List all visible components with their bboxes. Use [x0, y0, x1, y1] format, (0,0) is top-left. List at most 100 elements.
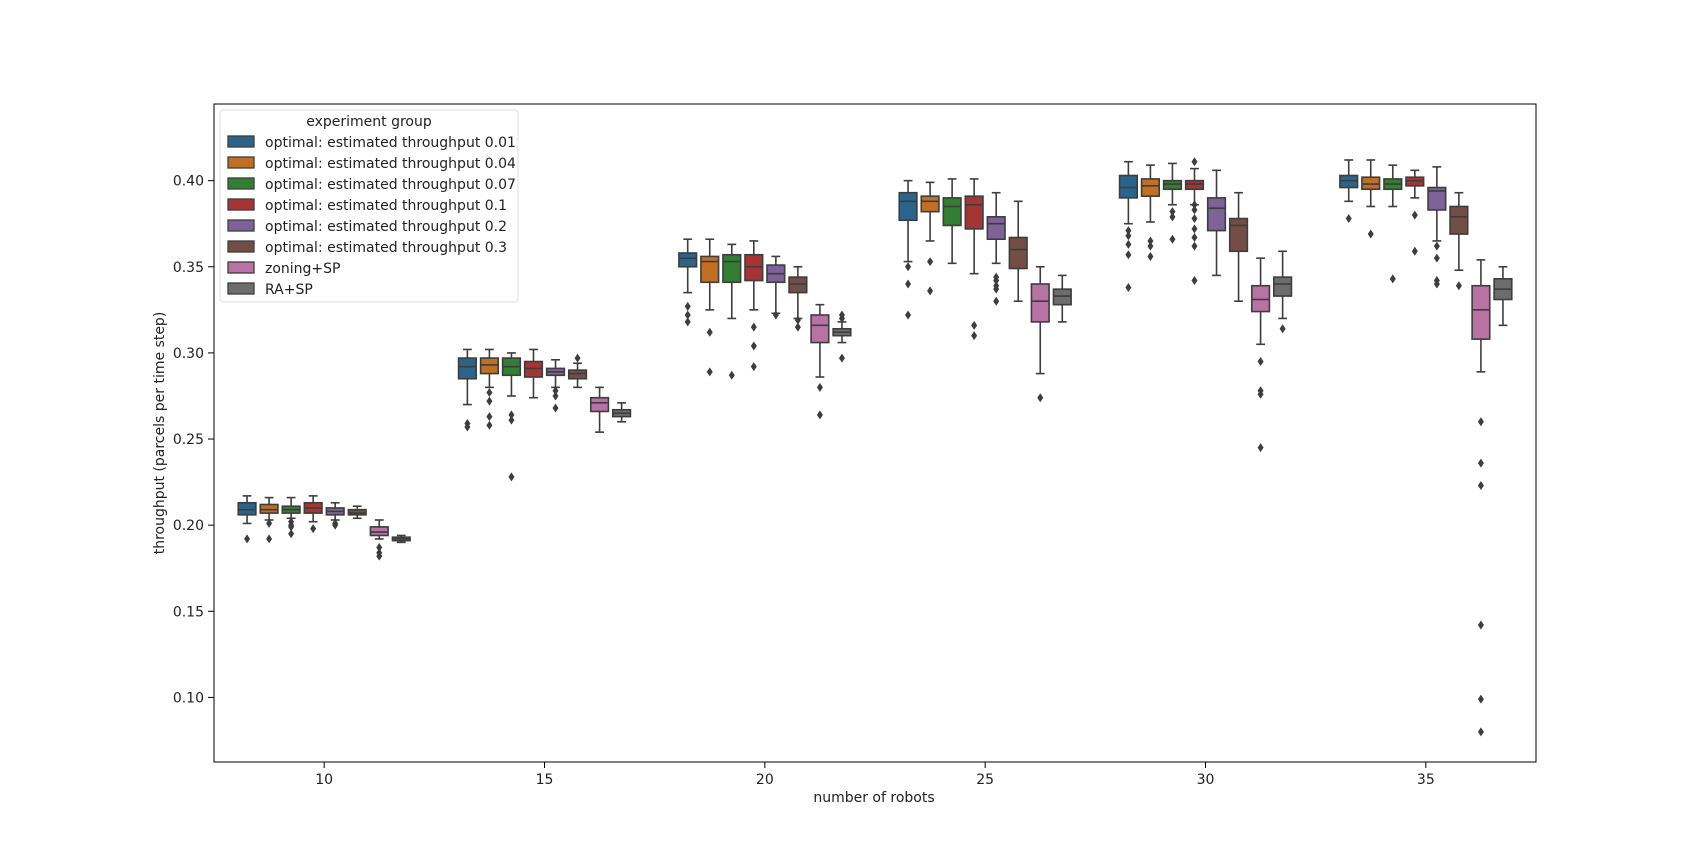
- outlier-point: [552, 386, 559, 396]
- x-axis-label: number of robots: [813, 790, 934, 806]
- outlier-point: [244, 534, 251, 544]
- box: [259, 503, 279, 514]
- outlier-point: [1455, 281, 1462, 291]
- legend-item: optimal: estimated throughput 0.07: [227, 177, 516, 193]
- legend-swatch: [227, 135, 255, 148]
- box-group: [1118, 160, 1138, 292]
- outlier-point: [1169, 234, 1176, 244]
- box: [1339, 174, 1359, 189]
- outlier-point: [376, 548, 383, 558]
- legend-item: RA+SP: [227, 282, 313, 298]
- box: [1471, 284, 1491, 340]
- box: [1361, 176, 1381, 191]
- box-group: [1273, 250, 1293, 334]
- x-tick-label: 25: [976, 772, 994, 788]
- box-group: [523, 348, 544, 399]
- outlier-point: [905, 262, 912, 272]
- outlier-point: [1147, 241, 1154, 251]
- outlier-point: [376, 543, 383, 553]
- outlier-point: [1125, 231, 1132, 241]
- outlier-point: [838, 353, 845, 363]
- box: [1140, 178, 1161, 197]
- outlier-point: [310, 524, 317, 534]
- outlier-point: [1191, 200, 1198, 210]
- box-group: [612, 402, 632, 423]
- series-7: [369, 257, 1491, 737]
- box-group: [501, 352, 522, 482]
- box-group: [1030, 265, 1050, 403]
- box-group: [832, 310, 852, 363]
- outlier-point: [1477, 727, 1484, 737]
- outlier-point: [1433, 253, 1440, 263]
- outlier-point: [1169, 207, 1176, 217]
- outlier-point: [772, 310, 779, 320]
- y-tick-label: 0.35: [173, 260, 204, 276]
- box: [237, 501, 257, 516]
- outlier-point: [750, 362, 757, 372]
- outlier-point: [684, 310, 691, 320]
- outlier-point: [794, 322, 801, 332]
- outlier-point: [905, 310, 912, 320]
- legend-item: optimal: estimated throughput 0.3: [227, 240, 507, 256]
- outlier-point: [993, 272, 1000, 282]
- legend-label: zoning+SP: [265, 261, 341, 277]
- outlier-point: [1433, 276, 1440, 286]
- box-group: [700, 238, 720, 377]
- x-tick-label: 30: [1197, 772, 1215, 788]
- outlier-point: [552, 391, 559, 401]
- box-group: [1008, 200, 1028, 303]
- box-group: [259, 496, 279, 544]
- y-tick-label: 0.15: [173, 604, 204, 620]
- box-group: [545, 358, 566, 413]
- legend-swatch: [227, 219, 255, 232]
- outlier-point: [1257, 357, 1264, 367]
- legend-swatch: [227, 240, 255, 253]
- box: [920, 195, 940, 213]
- outlier-point: [1279, 324, 1286, 334]
- outlier-point: [1037, 393, 1044, 403]
- box-group: [567, 353, 588, 389]
- outlier-point: [464, 419, 471, 429]
- box-group: [1471, 259, 1491, 737]
- box-group: [1405, 169, 1425, 256]
- series-4: [303, 157, 1425, 534]
- outlier-point: [684, 301, 691, 311]
- outlier-point: [1411, 246, 1418, 256]
- series-1: [237, 159, 1359, 544]
- box-group: [303, 495, 323, 534]
- x-axis: 10 15 20 25 30 35: [315, 762, 1435, 788]
- x-tick-label: 20: [756, 772, 774, 788]
- outlier-point: [993, 281, 1000, 291]
- series-2: [259, 159, 1381, 544]
- outlier-point: [1411, 210, 1418, 220]
- box-group: [920, 181, 940, 296]
- outlier-point: [266, 534, 273, 544]
- outlier-point: [706, 367, 713, 377]
- outlier-point: [750, 341, 757, 351]
- y-tick-label: 0.25: [173, 432, 204, 448]
- box: [1008, 236, 1028, 270]
- box: [1184, 179, 1205, 191]
- box-group: [1339, 159, 1359, 224]
- outlier-point: [508, 472, 515, 482]
- box: [1206, 197, 1227, 232]
- outlier-point: [1191, 232, 1198, 242]
- box-group: [744, 240, 764, 372]
- box: [1273, 276, 1293, 297]
- legend-label: optimal: estimated throughput 0.07: [265, 177, 516, 193]
- box: [1052, 288, 1072, 306]
- box: [788, 276, 808, 294]
- legend-box: [219, 109, 519, 303]
- box: [1030, 283, 1050, 323]
- box: [678, 252, 698, 268]
- axes-frame: [213, 103, 1537, 763]
- legend-swatch: [227, 261, 255, 274]
- outlier-point: [1147, 236, 1154, 246]
- outlier-point: [1125, 282, 1132, 292]
- legend-swatch: [227, 156, 255, 169]
- box: [898, 191, 918, 222]
- outlier-point: [288, 529, 295, 539]
- outlier-point: [971, 320, 978, 330]
- box: [986, 216, 1006, 241]
